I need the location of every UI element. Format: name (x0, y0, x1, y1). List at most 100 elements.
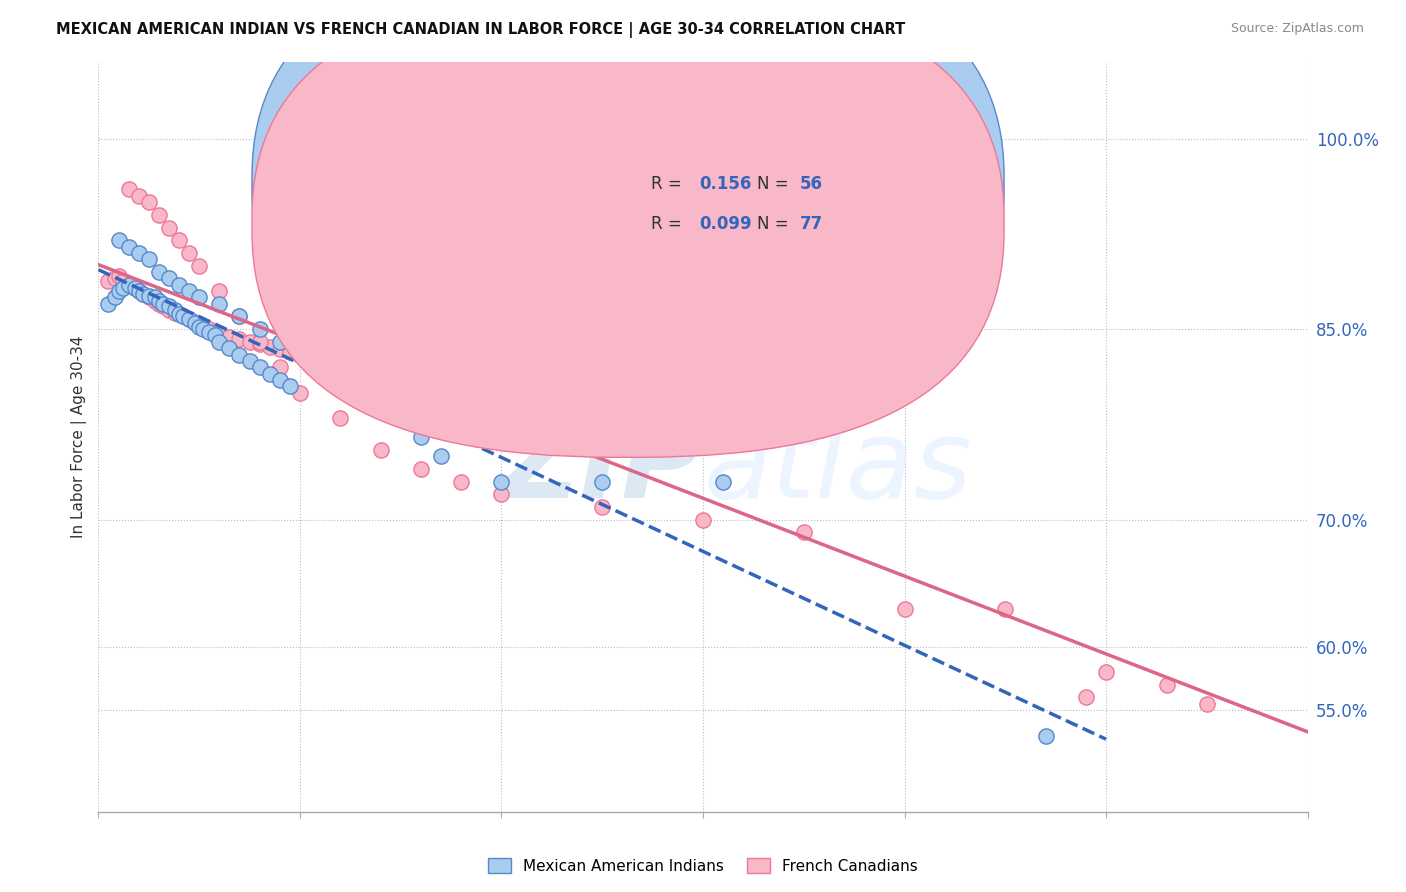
Point (329, 373, 352, 387)
Text: 0.156: 0.156 (699, 175, 752, 193)
Point (370, 442, 392, 457)
Point (228, 347, 250, 361)
Point (148, 265, 170, 279)
Point (157, 271, 180, 285)
Point (172, 310, 194, 324)
Point (167, 277, 190, 292)
Point (239, 354, 262, 368)
Point (188, 317, 211, 331)
Point (228, 310, 250, 324)
Point (97, 274, 120, 288)
Text: 56: 56 (800, 175, 823, 193)
Point (491, 378, 513, 392)
Point (163, 303, 186, 318)
Point (157, 303, 180, 318)
Text: R =: R = (651, 215, 688, 234)
Point (143, 290, 166, 304)
Point (450, 475, 472, 489)
Point (204, 328, 226, 343)
Point (249, 337, 271, 351)
Point (228, 310, 250, 324)
FancyBboxPatch shape (252, 0, 1004, 458)
Point (152, 299, 174, 313)
Point (118, 182, 141, 196)
Point (319, 355, 342, 369)
Point (128, 188, 150, 202)
Point (409, 368, 432, 382)
Point (591, 475, 613, 489)
Legend: Mexican American Indians, French Canadians: Mexican American Indians, French Canadia… (482, 852, 924, 880)
Point (591, 388, 613, 402)
FancyBboxPatch shape (588, 145, 879, 250)
Point (184, 314, 207, 328)
Text: 77: 77 (800, 215, 823, 234)
Point (409, 462, 432, 476)
Point (198, 322, 221, 336)
Point (157, 299, 180, 313)
Point (218, 341, 240, 355)
Point (309, 360, 332, 375)
Point (107, 284, 129, 298)
Point (711, 475, 734, 489)
Point (450, 373, 472, 387)
Point (103, 290, 125, 304)
Point (672, 393, 695, 408)
Point (299, 350, 322, 364)
Point (132, 286, 155, 301)
Point (204, 325, 226, 339)
Point (148, 294, 170, 309)
Point (128, 284, 150, 298)
Point (278, 379, 301, 393)
Point (288, 347, 311, 361)
Point (179, 284, 201, 298)
Point (349, 360, 371, 375)
Point (329, 358, 352, 372)
Point (152, 297, 174, 311)
Point (111, 274, 134, 288)
Text: 0.099: 0.099 (699, 215, 752, 234)
Point (269, 360, 291, 375)
Point (631, 391, 654, 405)
Point (389, 411, 412, 425)
Point (138, 289, 160, 303)
Point (111, 281, 134, 295)
Point (259, 340, 281, 354)
Point (1035, 729, 1057, 743)
Point (370, 363, 392, 377)
Point (124, 281, 146, 295)
Point (167, 307, 190, 321)
Point (711, 396, 734, 410)
Point (269, 334, 291, 349)
Point (288, 385, 311, 400)
Point (259, 367, 281, 381)
Point (188, 259, 211, 273)
Point (249, 360, 271, 375)
Point (491, 475, 513, 489)
Point (994, 601, 1017, 615)
Point (329, 411, 352, 425)
Text: N =: N = (758, 175, 794, 193)
Text: Source: ZipAtlas.com: Source: ZipAtlas.com (1230, 22, 1364, 36)
Point (128, 284, 150, 298)
Point (179, 246, 201, 260)
Point (551, 385, 574, 400)
Point (491, 487, 513, 501)
Point (591, 500, 613, 514)
Point (143, 294, 166, 309)
Text: ZIP: ZIP (499, 414, 703, 521)
Point (893, 601, 915, 615)
Point (118, 239, 141, 253)
Y-axis label: In Labor Force | Age 30-34: In Labor Force | Age 30-34 (72, 335, 87, 539)
Point (370, 398, 392, 412)
Point (157, 220, 180, 235)
Point (138, 290, 160, 304)
Point (208, 297, 231, 311)
Point (269, 373, 291, 387)
Point (163, 305, 186, 319)
Point (107, 233, 129, 247)
Point (249, 334, 271, 349)
Point (278, 345, 301, 359)
Point (179, 312, 201, 326)
Point (309, 352, 332, 367)
Point (430, 370, 453, 384)
